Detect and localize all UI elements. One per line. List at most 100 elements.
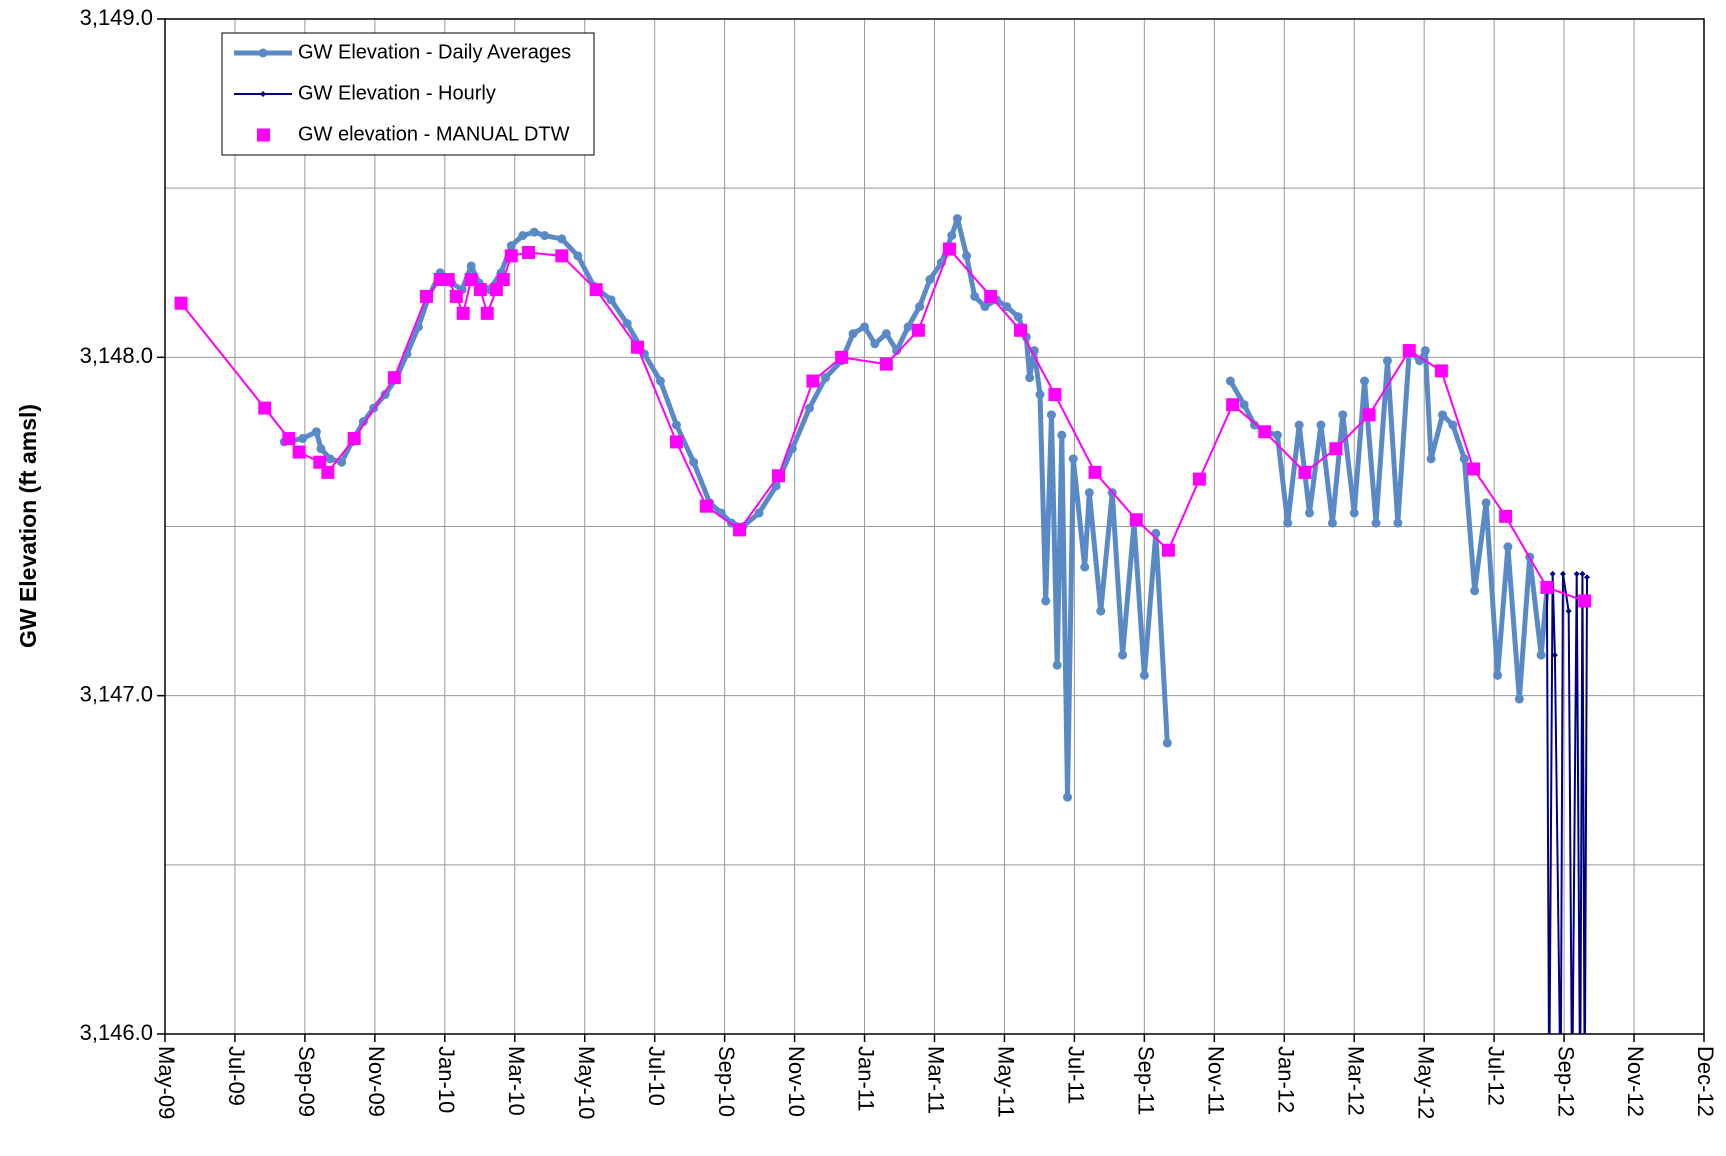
data-point (1035, 390, 1045, 400)
x-tick-label: Dec-12 (1693, 1046, 1718, 1117)
data-point (1578, 594, 1592, 608)
x-tick-label: Sep-12 (1553, 1046, 1578, 1117)
data-point (311, 427, 321, 437)
data-point (1129, 513, 1143, 527)
data-point (1258, 425, 1272, 439)
data-point (1048, 388, 1062, 402)
data-point (699, 499, 713, 513)
data-point (1014, 323, 1028, 337)
data-point (1448, 420, 1458, 430)
data-point (555, 249, 569, 263)
data-point (1096, 606, 1106, 616)
data-point (879, 357, 893, 371)
data-point (1305, 508, 1315, 518)
data-point (1582, 1099, 1588, 1105)
data-point (1052, 660, 1062, 670)
data-point (540, 231, 550, 241)
data-point (1161, 543, 1175, 557)
data-point (1025, 373, 1035, 383)
data-point (1514, 694, 1524, 704)
plot-border (164, 18, 1705, 1035)
x-tick-label: Nov-11 (1204, 1046, 1229, 1115)
data-point (325, 454, 335, 464)
data-point (174, 296, 188, 310)
data-point (1239, 400, 1249, 410)
data-point (518, 231, 528, 241)
data-point (449, 289, 463, 303)
data-point (466, 261, 476, 271)
data-point (1466, 462, 1480, 476)
data-point (1118, 650, 1128, 660)
x-tick-label: Nov-09 (364, 1046, 389, 1117)
data-point (1503, 542, 1513, 552)
data-point (419, 289, 433, 303)
data-point (1549, 570, 1556, 577)
data-point (1068, 454, 1078, 464)
data-point (1316, 420, 1326, 430)
data-point (970, 291, 980, 301)
x-tick-label: Jul-10 (644, 1046, 669, 1106)
data-point (464, 273, 478, 287)
x-tick-label: Jul-09 (224, 1046, 249, 1106)
data-point (347, 432, 361, 446)
data-point (1371, 518, 1381, 528)
x-tick-label: Jan-10 (434, 1046, 459, 1113)
data-point (1551, 652, 1558, 659)
data-point (1393, 518, 1403, 528)
data-point (1225, 376, 1235, 386)
data-point (892, 346, 902, 356)
x-tick-label: Nov-10 (784, 1046, 809, 1117)
data-point (1438, 410, 1448, 420)
x-tick-label: May-09 (154, 1046, 179, 1119)
data-point (1499, 509, 1513, 523)
data-point (1084, 488, 1094, 498)
data-point (1283, 518, 1293, 528)
data-point (337, 457, 347, 467)
data-point (806, 374, 820, 388)
data-point (804, 403, 814, 413)
x-tick-label: May-12 (1413, 1046, 1438, 1119)
data-point (1559, 570, 1566, 577)
data-point (506, 241, 516, 251)
data-point (1046, 410, 1056, 420)
legend-label: GW elevation - MANUAL DTW (298, 123, 570, 145)
data-point (480, 306, 494, 320)
x-tick-label: Jan-12 (1273, 1046, 1298, 1113)
data-point (1057, 430, 1067, 440)
y-tick-label: 3,148.0 (80, 343, 153, 368)
data-point (1434, 364, 1448, 378)
data-point (380, 390, 390, 400)
data-point (473, 283, 487, 297)
data-point (292, 445, 306, 459)
data-point (1327, 518, 1337, 528)
data-point (1579, 570, 1586, 577)
x-tick-label: Jul-12 (1483, 1046, 1508, 1106)
x-tick-label: May-11 (994, 1046, 1019, 1118)
data-point (1338, 410, 1348, 420)
data-point (915, 302, 925, 312)
data-point (984, 289, 998, 303)
data-point (1540, 580, 1554, 594)
data-point (1139, 670, 1149, 680)
x-tick-label: Sep-11 (1134, 1046, 1159, 1115)
legend-swatch (258, 48, 268, 58)
data-point (1272, 430, 1282, 440)
data-point (316, 444, 326, 454)
data-point (1420, 346, 1430, 356)
data-point (489, 283, 503, 297)
x-tick-label: May-10 (574, 1046, 599, 1119)
data-point (952, 214, 962, 224)
data-point (358, 417, 368, 427)
data-point (1382, 356, 1392, 366)
data-point (1493, 670, 1503, 680)
data-point (870, 339, 880, 349)
data-point (387, 371, 401, 385)
data-point (282, 432, 296, 446)
data-point (1546, 1099, 1552, 1105)
data-point (1573, 570, 1580, 577)
data-point (1459, 454, 1469, 464)
data-point (821, 373, 831, 383)
data-point (1013, 312, 1023, 322)
data-point (1584, 574, 1591, 581)
data-point (881, 329, 891, 339)
